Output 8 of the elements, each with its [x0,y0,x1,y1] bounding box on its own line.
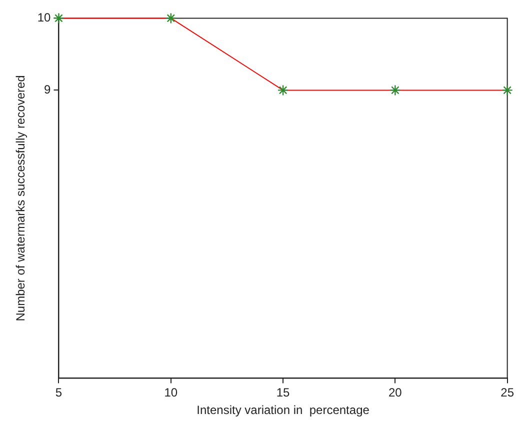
x-tick-label: 25 [500,386,514,400]
x-tick-label: 5 [55,386,62,400]
y-tick-label: 9 [44,82,52,97]
x-tick-label: 20 [388,386,402,400]
y-axis-title: Number of watermarks successfully recovered [14,75,28,322]
x-tick-label: 15 [276,386,290,400]
x-axis-title: Intensity variation in percentage [196,403,370,418]
x-tick-label: 10 [164,386,178,400]
